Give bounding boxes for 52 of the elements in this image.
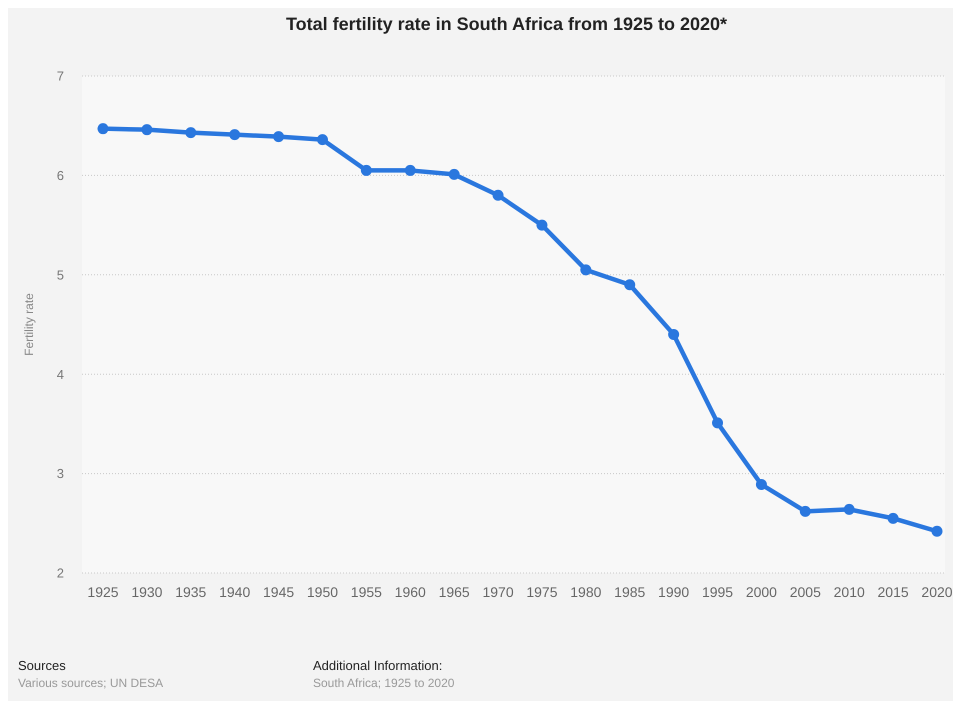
y-tick-label: 5	[56, 267, 64, 282]
x-tick-label: 1990	[658, 584, 690, 600]
x-tick-label: 1970	[482, 584, 514, 600]
point	[536, 220, 548, 231]
point	[668, 328, 680, 340]
x-tick-label: 1935	[175, 584, 207, 600]
point	[185, 127, 196, 138]
point	[624, 279, 636, 290]
x-tick-label: 2000	[746, 584, 778, 600]
x-tick-label: 1980	[570, 584, 602, 600]
x-tick-label: 1925	[87, 584, 119, 600]
x-tick-label: 1955	[350, 584, 382, 600]
x-tick-label: 1950	[306, 584, 338, 600]
x-tick-label: 2020	[921, 584, 953, 600]
point	[448, 168, 460, 180]
point	[492, 190, 504, 201]
x-tick-label: 2015	[878, 584, 909, 600]
point	[98, 123, 108, 134]
x-tick-label: 1940	[219, 584, 250, 600]
x-tick-label: 1930	[131, 584, 163, 600]
x-tick-label: 1985	[614, 584, 646, 600]
y-tick-label: 4	[56, 366, 64, 382]
x-tick-label: 1960	[394, 584, 426, 600]
point	[888, 512, 899, 524]
point	[141, 124, 152, 136]
x-tick-label: 1945	[263, 584, 294, 600]
point	[932, 526, 942, 537]
y-tick-label: 7	[56, 68, 64, 84]
point	[273, 131, 284, 142]
x-tick-label: 1975	[526, 584, 558, 600]
x-tick-label: 1995	[702, 584, 734, 600]
point	[800, 506, 811, 517]
point	[360, 164, 372, 176]
text: South Africa; 1925 to 2020	[313, 676, 454, 690]
y-tick-label: 3	[56, 466, 64, 482]
text: Additional Information:	[313, 658, 442, 673]
x-tick-label: 2005	[790, 584, 822, 600]
chart-title: Total fertility rate in South Africa from 1925 to 2020*	[284, 14, 728, 35]
point	[404, 164, 416, 176]
text: Sources	[18, 658, 66, 673]
x-tick-label: 1965	[438, 584, 470, 600]
point	[229, 129, 240, 140]
x-tick-label: 2010	[834, 584, 865, 600]
y-tick-label: 6	[56, 168, 64, 184]
y-tick-label: 2	[56, 566, 64, 581]
point	[712, 417, 724, 428]
point	[580, 264, 592, 276]
point	[844, 504, 855, 515]
point	[756, 479, 767, 490]
point	[316, 134, 328, 146]
y-axis-title: Fertility rate	[22, 292, 36, 356]
text: Various sources; UN DESA	[18, 676, 164, 690]
